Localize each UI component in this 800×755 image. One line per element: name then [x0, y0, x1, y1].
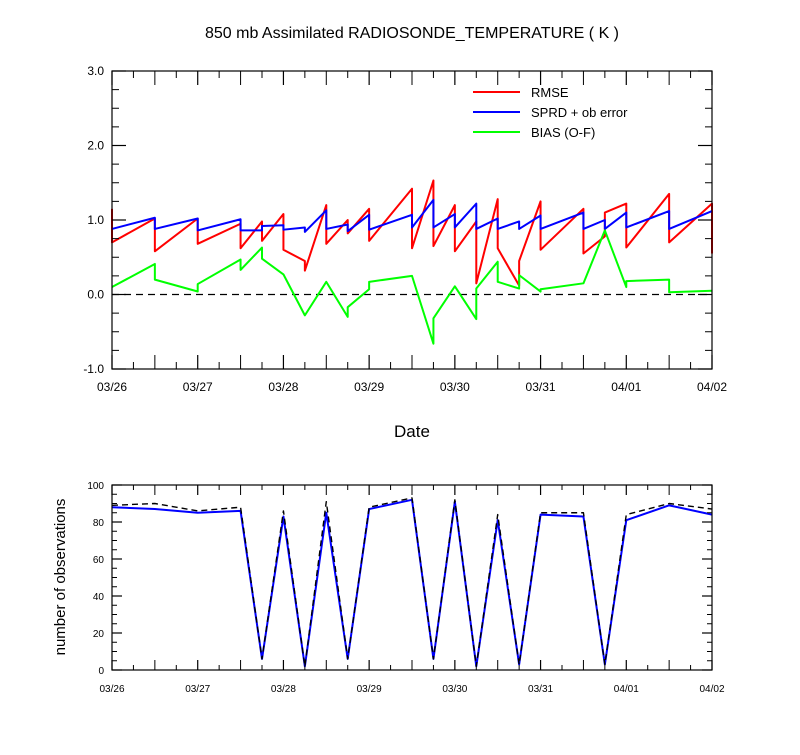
- x-axis-title: Date: [394, 422, 430, 441]
- x-tick-label: 04/01: [614, 684, 639, 695]
- bottom-chart-series-layer: [111, 497, 713, 668]
- legend-label-bias-o-f: BIAS (O-F): [531, 125, 595, 140]
- x-tick-label: 03/31: [526, 380, 556, 394]
- x-tick-label: 03/30: [442, 684, 467, 695]
- y-tick-label: 100: [87, 481, 104, 492]
- y-tick-label: 1.0: [87, 213, 104, 227]
- top-chart-ticks: 03/26 03/27 03/28 03/29 03/30 03/31 04/01 04/02…: [83, 64, 727, 394]
- x-tick-label: 03/31: [528, 684, 553, 695]
- series-line-observations-total: [111, 497, 713, 667]
- y-tick-label: 20: [93, 629, 105, 640]
- x-tick-label: 03/29: [354, 380, 384, 394]
- y-axis-title: number of observations: [52, 499, 69, 656]
- series-line-sprd-ob-error: [111, 198, 713, 233]
- x-tick-label: 03/28: [271, 684, 296, 695]
- bottom-chart-ticks: 03/26 03/27 03/28 03/29 03/30 03/31 04/01 04/02…: [87, 481, 725, 695]
- y-tick-label: 0: [98, 666, 104, 677]
- top-chart: 850 mb Assimilated RADIOSONDE_TEMPERATUR…: [83, 25, 727, 441]
- x-tick-label: 04/02: [699, 684, 724, 695]
- y-tick-label: 60: [93, 555, 105, 566]
- chart-title: 850 mb Assimilated RADIOSONDE_TEMPERATUR…: [205, 25, 619, 42]
- y-tick-label: 80: [93, 518, 105, 529]
- y-tick-label: 3.0: [87, 64, 104, 78]
- y-tick-label: 0.0: [87, 288, 104, 302]
- x-tick-label: 03/30: [440, 380, 470, 394]
- x-tick-label: 03/26: [99, 684, 124, 695]
- legend: RMSE SPRD + ob error BIAS (O-F): [473, 85, 628, 140]
- top-chart-series-layer: [111, 179, 713, 345]
- x-tick-label: 03/29: [357, 684, 382, 695]
- y-tick-label: 2.0: [87, 139, 104, 153]
- x-tick-label: 03/27: [185, 684, 210, 695]
- x-tick-label: 04/02: [697, 380, 727, 394]
- y-tick-label: 40: [93, 592, 105, 603]
- legend-label-rmse: RMSE: [531, 85, 569, 100]
- bottom-chart: 03/26 03/27 03/28 03/29 03/30 03/31 04/01 04/02…: [52, 481, 725, 695]
- x-tick-label: 03/27: [183, 380, 213, 394]
- series-line-rmse: [111, 179, 713, 287]
- x-tick-label: 03/26: [97, 380, 127, 394]
- legend-label-sprd-ob-error: SPRD + ob error: [531, 105, 628, 120]
- series-line-observations-used: [111, 498, 713, 668]
- y-tick-label: -1.0: [83, 362, 104, 376]
- series-line-bias-o-f: [111, 229, 713, 345]
- x-tick-label: 04/01: [611, 380, 641, 394]
- x-tick-label: 03/28: [268, 380, 298, 394]
